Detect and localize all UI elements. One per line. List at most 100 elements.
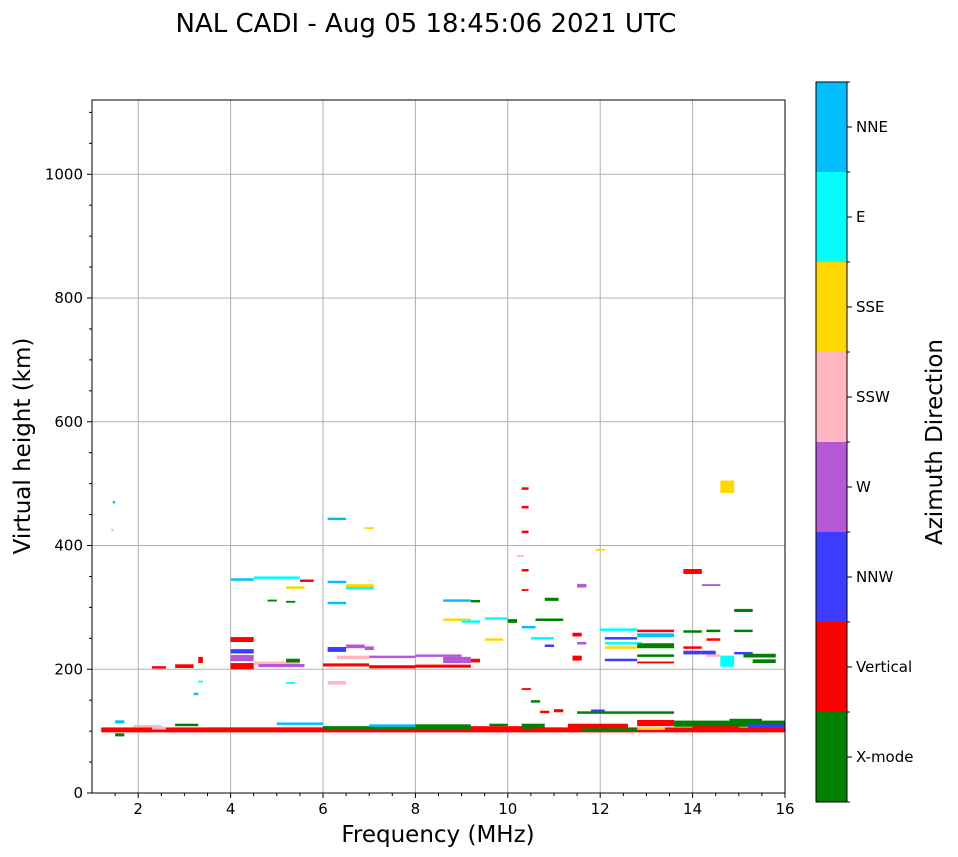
echo-trace — [572, 655, 582, 661]
echo-trace — [530, 700, 541, 703]
echo-trace — [484, 617, 508, 620]
echo-trace — [683, 569, 702, 574]
echo-trace — [327, 681, 347, 685]
colorbar-tick-label: SSW — [856, 388, 890, 406]
echo-trace — [415, 654, 462, 657]
echo-trace — [521, 625, 536, 629]
echo-trace — [600, 628, 638, 631]
echo-trace — [336, 655, 370, 660]
echo-trace — [540, 710, 550, 714]
echo-trace — [577, 583, 587, 588]
echo-trace — [507, 619, 518, 623]
colorbar-swatch — [816, 352, 847, 442]
echo-trace — [364, 646, 374, 651]
echo-trace — [517, 555, 524, 557]
echo-trace — [327, 646, 347, 652]
x-tick-label: 10 — [498, 800, 517, 818]
echo-trace — [470, 658, 481, 663]
echo-trace — [327, 601, 347, 605]
echo-trace — [521, 505, 529, 509]
echo-trace — [175, 723, 199, 727]
colorbar-tick-label: Vertical — [856, 658, 912, 676]
x-tick-label: 14 — [683, 800, 702, 818]
echo-trace — [152, 666, 166, 669]
echo-trace — [521, 723, 545, 729]
y-axis-ticks: 0 200 400 600 800 1000 — [45, 111, 92, 802]
colorbar-tick-label: SSE — [856, 298, 885, 316]
echo-trace — [595, 548, 605, 551]
y-tick-label: 600 — [54, 413, 83, 431]
colorbar-tick-label: E — [856, 208, 865, 226]
echo-trace — [286, 681, 296, 684]
echo-trace — [604, 646, 638, 649]
echo-trace — [521, 688, 531, 690]
colorbar: X-mode Vertical NNW W SSW SSE E NNE — [815, 81, 913, 803]
echo-trace — [521, 569, 529, 572]
colorbar-swatch — [816, 712, 847, 802]
x-tick-label: 2 — [133, 800, 143, 818]
echo-trace — [286, 658, 300, 663]
echo-trace — [577, 642, 587, 645]
echo-trace — [752, 659, 776, 664]
echo-trace — [692, 726, 739, 730]
echo-trace — [253, 661, 300, 665]
echo-trace — [637, 654, 675, 657]
echo-trace — [590, 709, 605, 712]
echo-trace — [461, 620, 481, 623]
echo-trace — [604, 637, 638, 640]
x-tick-label: 6 — [318, 800, 328, 818]
echo-trace — [230, 578, 254, 581]
plot-area: 2 4 6 8 10 12 14 16 0 200 400 600 800 1000 — [45, 99, 795, 818]
echo-trace — [729, 718, 762, 722]
x-tick-label: 16 — [775, 800, 794, 818]
colorbar-swatch — [816, 622, 847, 712]
x-tick-label: 12 — [591, 800, 610, 818]
echo-trace — [637, 719, 675, 727]
y-tick-label: 400 — [54, 537, 83, 555]
echo-trace — [572, 632, 582, 637]
echo-trace — [230, 655, 254, 662]
echo-trace — [554, 709, 564, 713]
colorbar-tick-label: NNE — [856, 118, 888, 136]
y-tick-label: 1000 — [45, 165, 83, 183]
echo-trace — [364, 527, 374, 530]
echo-trace — [637, 661, 675, 664]
echo-trace — [286, 586, 305, 589]
plot-background — [92, 100, 785, 793]
echo-trace — [470, 726, 527, 730]
x-tick-label: 8 — [411, 800, 421, 818]
colorbar-tick-label: X-mode — [856, 748, 913, 766]
colorbar-swatch — [816, 172, 847, 262]
echo-trace — [701, 584, 721, 587]
echo-trace — [323, 663, 370, 667]
echo-trace — [230, 663, 254, 670]
x-tick-label: 4 — [226, 800, 236, 818]
echo-trace — [115, 720, 125, 724]
echo-trace — [489, 723, 508, 727]
echo-trace — [581, 728, 638, 732]
echo-trace — [101, 727, 786, 733]
echo-trace — [112, 500, 116, 504]
echo-trace — [683, 650, 702, 655]
echo-trace — [152, 726, 166, 730]
echo-trace — [323, 726, 416, 730]
y-tick-label: 800 — [54, 289, 83, 307]
colorbar-frame — [815, 81, 848, 803]
echo-trace — [230, 649, 254, 654]
echo-trace — [521, 530, 529, 534]
echo-trace — [701, 650, 716, 655]
y-tick-label: 0 — [73, 784, 83, 802]
echo-trace — [521, 589, 529, 591]
echo-trace — [637, 727, 665, 730]
echo-trace — [604, 642, 642, 645]
echo-trace — [577, 711, 675, 714]
echo-trace — [276, 722, 323, 725]
echo-trace — [734, 651, 753, 655]
colorbar-swatch — [816, 532, 847, 622]
echo-trace — [484, 638, 504, 641]
colorbar-tick-label: NNW — [856, 568, 893, 586]
colorbar-tick-label: W — [856, 478, 871, 496]
colorbar-swatch — [816, 262, 847, 352]
echo-trace — [299, 579, 314, 583]
echo-trace — [346, 584, 374, 588]
